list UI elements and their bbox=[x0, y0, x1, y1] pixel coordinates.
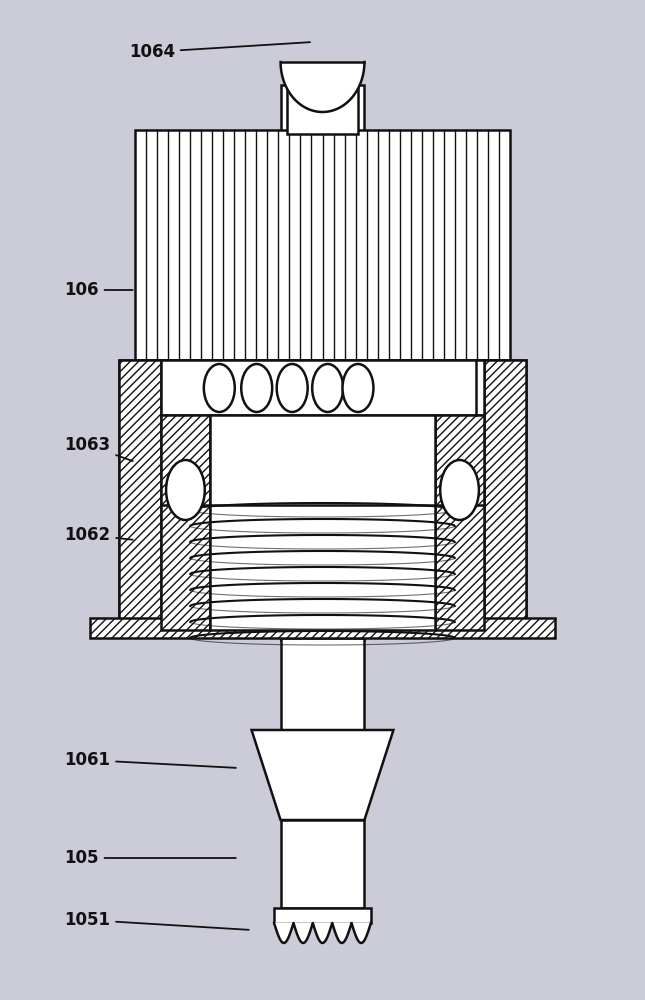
Bar bbox=[435, 415, 484, 630]
Bar bbox=[119, 360, 161, 630]
Bar bbox=[287, 62, 358, 134]
Bar bbox=[210, 415, 435, 630]
Text: 1063: 1063 bbox=[64, 436, 133, 461]
Circle shape bbox=[342, 364, 373, 412]
Text: 1064: 1064 bbox=[129, 42, 310, 61]
Bar bbox=[90, 618, 555, 638]
Bar bbox=[484, 360, 526, 630]
Bar bbox=[161, 415, 210, 630]
Polygon shape bbox=[252, 730, 393, 820]
Bar bbox=[135, 130, 510, 360]
Circle shape bbox=[166, 460, 204, 520]
Bar bbox=[161, 360, 484, 415]
Circle shape bbox=[440, 460, 479, 520]
Bar bbox=[281, 638, 364, 730]
Circle shape bbox=[241, 364, 272, 412]
Bar bbox=[274, 908, 371, 923]
Circle shape bbox=[277, 364, 308, 412]
Bar bbox=[281, 820, 364, 908]
Text: 105: 105 bbox=[64, 849, 236, 867]
Polygon shape bbox=[274, 923, 371, 943]
Circle shape bbox=[204, 364, 235, 412]
Bar bbox=[119, 360, 526, 630]
Bar bbox=[281, 85, 364, 640]
Circle shape bbox=[312, 364, 343, 412]
Polygon shape bbox=[281, 62, 364, 112]
Text: 1061: 1061 bbox=[64, 751, 236, 769]
Text: 106: 106 bbox=[64, 281, 133, 299]
Text: 1062: 1062 bbox=[64, 526, 133, 544]
Text: 1051: 1051 bbox=[64, 911, 249, 930]
